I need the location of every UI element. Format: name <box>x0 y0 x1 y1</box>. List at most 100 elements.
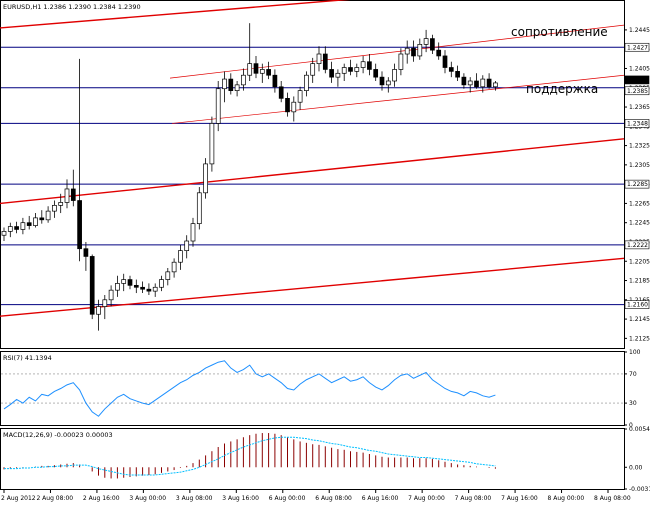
candle-body-57 <box>360 61 366 68</box>
candle-body-58 <box>367 61 372 70</box>
level-box-0 <box>624 42 650 52</box>
candle-body-22 <box>140 286 145 290</box>
candle-body-21 <box>133 284 139 288</box>
level-box-6 <box>624 300 650 309</box>
price-tick-label-6: 1.2245 <box>629 220 650 227</box>
candle-body-20 <box>127 279 133 286</box>
candle-body-51 <box>322 53 328 70</box>
candle-body-55 <box>348 67 353 72</box>
candle-body-39 <box>247 63 253 76</box>
macd-tick-label-1: 0.00 <box>629 464 643 471</box>
candle-body-62 <box>392 69 397 82</box>
channel-line-0 <box>0 0 351 29</box>
candle-body-54 <box>341 67 347 74</box>
candle-body-46 <box>291 101 297 113</box>
macd-title: MACD(12,26,9) -0.00023 0.00003 <box>3 431 113 439</box>
candle-body-48 <box>304 74 309 91</box>
resistance-label: сопротивление <box>511 25 608 39</box>
candle-body-3 <box>20 222 26 230</box>
candle-body-64 <box>404 47 410 55</box>
level-box-5 <box>624 240 650 250</box>
candle-body-0 <box>1 231 7 236</box>
candle-body-37 <box>234 84 240 91</box>
candle-body-7 <box>45 210 51 221</box>
level-label-4: 1.2285 <box>627 181 648 188</box>
candle-body-76 <box>480 78 486 88</box>
candle-body-77 <box>486 78 492 88</box>
candle-body-60 <box>379 76 385 86</box>
rsi-tick-label-1: 70 <box>629 371 637 378</box>
candle-body-4 <box>26 222 32 226</box>
macd-signal-line <box>4 436 496 476</box>
candle-body-70 <box>442 55 448 68</box>
candle-body-17 <box>108 289 114 301</box>
x-tick-label-0: 2 Aug 2012 <box>1 495 36 502</box>
candle-body-11 <box>70 188 76 201</box>
level-box-4 <box>624 179 650 189</box>
rsi-tick-label-2: 30 <box>629 400 637 407</box>
price-tick-label-16: 1.2445 <box>629 27 650 34</box>
candle-body-42 <box>266 69 271 76</box>
candle-body-8 <box>52 204 57 212</box>
level-label-5: 1.2222 <box>627 242 648 249</box>
channel-line-1 <box>169 24 625 79</box>
rsi-tick-label-3: 0 <box>629 422 633 429</box>
candle-body-24 <box>152 286 158 292</box>
level-label-2: 1.2385 <box>627 88 648 95</box>
price-tick-label-0: 1.2125 <box>629 335 650 342</box>
channel-line-3 <box>0 138 625 205</box>
candle-body-16 <box>102 299 108 307</box>
candle-body-73 <box>461 76 467 86</box>
macd-series <box>3 433 496 479</box>
candle-body-74 <box>467 80 473 86</box>
candle-body-13 <box>83 248 89 257</box>
price-tick-label-4: 1.2205 <box>629 258 650 265</box>
level-label-6: 1.2160 <box>627 302 648 309</box>
x-tick-label-5: 3 Aug 16:00 <box>222 495 259 502</box>
level-label-1: 1.2390 <box>627 77 648 84</box>
candle-body-34 <box>215 88 221 124</box>
x-tick-label-4: 3 Aug 08:00 <box>176 495 213 502</box>
candle-body-53 <box>335 72 341 78</box>
candle-body-41 <box>259 69 265 74</box>
candle-body-61 <box>385 80 391 86</box>
x-tick-label-10: 7 Aug 08:00 <box>455 495 492 502</box>
x-tick-label-1: 2 Aug 08:00 <box>36 495 73 502</box>
candle-body-33 <box>209 123 215 165</box>
x-tick-label-11: 7 Aug 16:00 <box>501 495 538 502</box>
price-tick-label-3: 1.2185 <box>629 278 650 285</box>
price-tick-label-12: 1.2365 <box>629 104 650 111</box>
candle-body-28 <box>178 250 183 263</box>
rsi-series <box>1 360 624 417</box>
candle-body-38 <box>241 74 246 86</box>
price-tick-label-10: 1.2325 <box>629 143 650 150</box>
candle-body-40 <box>253 63 259 74</box>
x-tick-label-2: 2 Aug 16:00 <box>83 495 120 502</box>
price-chart-title: EURUSD,H1 1.2386 1.2390 1.2384 1.2390 <box>3 3 141 11</box>
candle-body-6 <box>39 217 45 221</box>
level-box-2 <box>624 86 650 96</box>
candle-body-45 <box>285 98 290 113</box>
x-tick-label-9: 7 Aug 00:00 <box>408 495 445 502</box>
rsi-line <box>3 360 496 417</box>
x-tick-label-12: 8 Aug 00:00 <box>548 495 585 502</box>
candle-body-23 <box>146 288 152 292</box>
candle-body-50 <box>316 53 322 65</box>
candle-body-10 <box>64 188 70 203</box>
candle-body-59 <box>373 69 379 78</box>
candle-body-75 <box>474 80 479 88</box>
candle-body-78 <box>493 82 498 88</box>
candle-body-71 <box>448 67 454 72</box>
candle-body-47 <box>297 90 303 103</box>
x-tick-label-3: 3 Aug 00:00 <box>129 495 166 502</box>
candle-body-49 <box>310 63 316 76</box>
price-series <box>0 0 625 331</box>
candle-body-18 <box>115 283 120 291</box>
level-box-1 <box>624 75 650 85</box>
candle-body-65 <box>411 47 416 57</box>
axes: 1.21251.21451.21651.21851.22051.22251.22… <box>1 27 650 502</box>
macd-tick-label-2: -0.00311 <box>629 486 650 493</box>
candle-body-31 <box>196 192 202 225</box>
